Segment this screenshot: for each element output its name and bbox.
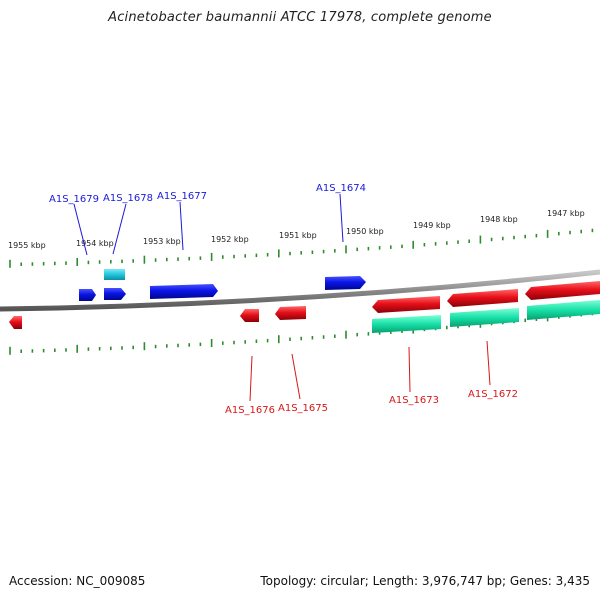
scale-label-1950: 1950 kbp	[346, 227, 384, 236]
forward-leader-lines	[73, 193, 344, 256]
gene-arrow-a1s-1673[interactable]	[372, 296, 440, 313]
scale-label-1954: 1954 kbp	[76, 239, 114, 248]
scale-label-1949: 1949 kbp	[413, 221, 451, 230]
forward-gene-labels: A1S_1679 A1S_1678 A1S_1677 A1S_1674	[49, 183, 366, 205]
rna-feature-a1s-1673[interactable]	[372, 315, 441, 333]
reverse-strand-genes	[9, 281, 600, 333]
reverse-leader-lines	[249, 340, 491, 402]
gene-arrow-partial-left[interactable]	[9, 316, 22, 329]
label-a1s-1673: A1S_1673	[389, 395, 439, 406]
reverse-gene-labels: A1S_1676 A1S_1675 A1S_1673 A1S_1672	[225, 389, 518, 416]
scale-labels: 1955 kbp 1954 kbp 1953 kbp 1952 kbp 1951…	[8, 209, 585, 250]
leader-a1s-1677	[179, 201, 184, 251]
label-a1s-1672: A1S_1672	[468, 389, 518, 400]
gene-arrow-right-edge[interactable]	[525, 281, 600, 300]
label-a1s-1677: A1S_1677	[157, 191, 207, 202]
label-a1s-1675: A1S_1675	[278, 403, 328, 414]
gene-arrow-a1s-1677[interactable]	[150, 284, 218, 299]
leader-a1s-1672	[486, 340, 491, 386]
scale-label-1955: 1955 kbp	[8, 241, 46, 250]
map-title: Acinetobacter baumannii ATCC 17978, comp…	[108, 10, 492, 25]
leader-a1s-1678	[112, 203, 127, 255]
rna-feature-a1s-1672[interactable]	[450, 308, 519, 327]
gene-arrow-a1s-1674[interactable]	[325, 276, 366, 290]
leader-a1s-1674	[339, 193, 344, 243]
label-a1s-1679: A1S_1679	[49, 194, 99, 205]
gene-arrow-a1s-1675[interactable]	[275, 306, 306, 320]
rna-feature-right-edge[interactable]	[527, 300, 600, 320]
leader-a1s-1679	[73, 203, 88, 256]
gene-arrow-a1s-1678[interactable]	[104, 288, 126, 300]
scale-label-1951: 1951 kbp	[279, 231, 317, 240]
gene-arrow-a1s-1672[interactable]	[447, 289, 518, 307]
chromosome-backbone	[0, 269, 600, 312]
leader-a1s-1676	[249, 355, 253, 402]
label-a1s-1678: A1S_1678	[103, 193, 153, 204]
leader-a1s-1675	[291, 353, 301, 400]
accession-text: Accession: NC_009085	[9, 574, 146, 588]
gene-arrow-a1s-1679[interactable]	[79, 289, 96, 301]
outer-scale-ticks	[9, 228, 594, 268]
genome-summary-text: Topology: circular; Length: 3,976,747 bp…	[260, 574, 590, 588]
label-a1s-1676: A1S_1676	[225, 405, 275, 416]
scale-label-1947: 1947 kbp	[547, 209, 585, 218]
rna-feature-a1s-1678[interactable]	[104, 269, 125, 280]
leader-a1s-1673	[408, 346, 411, 393]
forward-strand-genes	[79, 269, 366, 301]
scale-label-1953: 1953 kbp	[143, 237, 181, 246]
gene-arrow-a1s-1676[interactable]	[240, 309, 259, 322]
label-a1s-1674: A1S_1674	[316, 183, 366, 194]
scale-label-1952: 1952 kbp	[211, 235, 249, 244]
scale-label-1948: 1948 kbp	[480, 215, 518, 224]
